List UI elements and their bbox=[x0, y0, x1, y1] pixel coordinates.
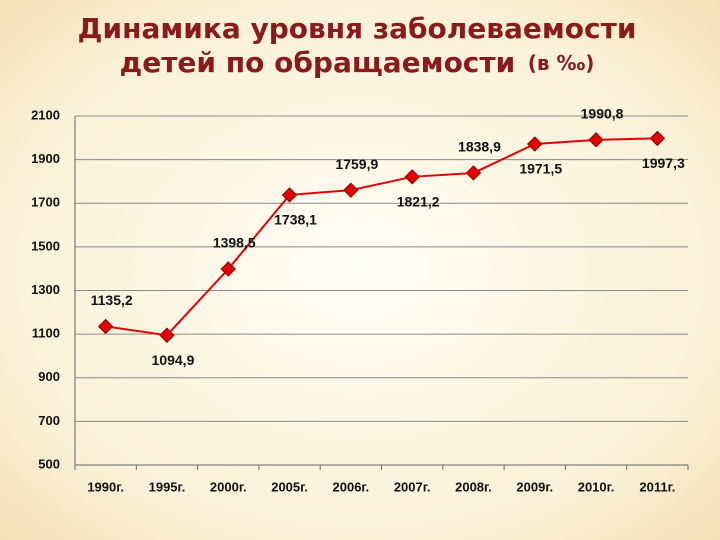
data-label: 1094,9 bbox=[152, 352, 195, 368]
chart-title: детей по обращаемости bbox=[120, 46, 516, 79]
data-label: 1990,8 bbox=[581, 106, 624, 122]
y-tick-label: 1700 bbox=[31, 195, 60, 210]
data-marker bbox=[343, 182, 359, 198]
data-marker bbox=[527, 136, 543, 152]
x-tick-label: 2011г. bbox=[639, 479, 675, 494]
data-label: 1398,5 bbox=[213, 235, 256, 251]
x-tick-label: 2006г. bbox=[333, 479, 370, 494]
data-marker bbox=[649, 130, 666, 147]
x-tick-label: 2007г. bbox=[394, 479, 431, 494]
data-label: 1971,5 bbox=[519, 161, 562, 177]
chart-title-unit: (в ‰) bbox=[528, 51, 595, 75]
y-tick-label: 700 bbox=[38, 413, 60, 428]
data-label: 1997,3 bbox=[642, 155, 685, 171]
y-tick-label: 1900 bbox=[31, 151, 60, 166]
data-marker bbox=[588, 132, 604, 148]
x-tick-label: 2005г. bbox=[271, 479, 308, 494]
x-tick-label: 2009г. bbox=[516, 479, 553, 494]
data-marker bbox=[281, 187, 298, 203]
y-tick-label: 900 bbox=[38, 369, 60, 384]
data-label: 1838,9 bbox=[458, 139, 501, 155]
x-tick-label: 1995г. bbox=[149, 479, 186, 494]
data-marker bbox=[404, 169, 420, 185]
y-tick-label: 500 bbox=[38, 456, 60, 471]
data-label: 1135,2 bbox=[91, 292, 133, 308]
y-tick-label: 2100 bbox=[31, 107, 60, 122]
data-label: 1821,2 bbox=[397, 194, 440, 210]
data-marker bbox=[97, 318, 114, 335]
x-tick-label: 1990г. bbox=[87, 479, 124, 494]
data-marker bbox=[220, 261, 236, 277]
data-label: 1759,9 bbox=[335, 156, 378, 172]
chart-title: Динамика уровня заболеваемости bbox=[78, 12, 637, 45]
y-tick-label: 1300 bbox=[31, 282, 60, 297]
chart-title-line: детей по обращаемости (в ‰) bbox=[120, 46, 595, 79]
data-label: 1738,1 bbox=[274, 212, 317, 228]
y-tick-label: 1100 bbox=[32, 326, 60, 341]
x-tick-label: 2008г. bbox=[455, 479, 492, 494]
x-tick-label: 2010г. bbox=[578, 479, 615, 494]
data-marker bbox=[465, 165, 482, 181]
x-tick-label: 2000г. bbox=[210, 479, 247, 494]
data-marker bbox=[159, 327, 175, 343]
y-tick-label: 1500 bbox=[31, 238, 60, 253]
data-line bbox=[105, 137, 658, 337]
